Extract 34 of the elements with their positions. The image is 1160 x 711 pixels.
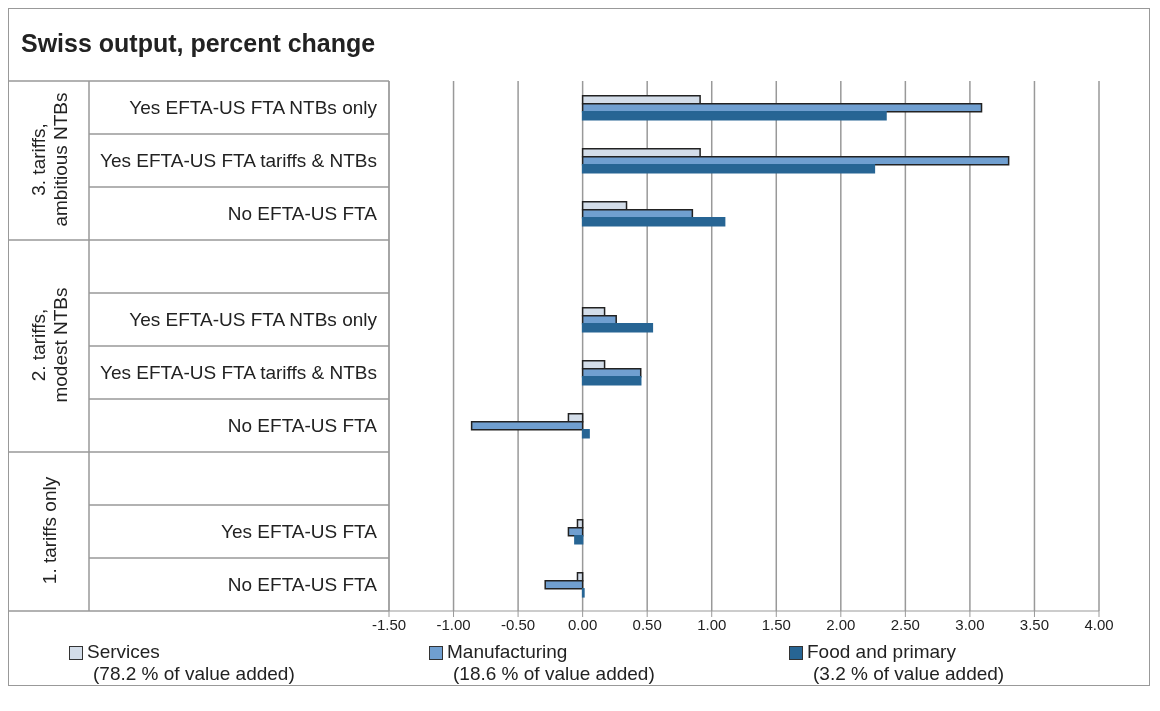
x-tick-label: -0.50 (500, 615, 536, 633)
bar (581, 217, 726, 227)
bar (581, 111, 887, 121)
x-tick-label: 0.00 (568, 615, 598, 633)
legend-label: Manufacturing (18.6 % of value added) (447, 641, 655, 685)
text: 3. tariffs, ambitious NTBs (28, 92, 71, 227)
y-tick-label: No EFTA-US FTA (227, 574, 378, 596)
chart-title: Swiss output, percent change (20, 28, 377, 59)
y-tick-label: Yes EFTA-US FTA tariffs & NTBs (100, 362, 377, 384)
text: 2. tariffs, modest NTBs (28, 287, 71, 403)
y-tick-label: Yes EFTA-US FTA NTBs only (129, 309, 378, 331)
text: 1. tariffs only (39, 476, 60, 585)
bar (581, 164, 876, 174)
x-tick-label: -1.50 (371, 615, 407, 633)
bar (581, 376, 642, 386)
x-tick-label: -1.00 (436, 615, 471, 633)
x-tick-label: 0.50 (632, 615, 662, 633)
bar (581, 323, 654, 333)
legend-label: Services (78.2 % of value added) (87, 641, 295, 685)
x-tick-label: 3.50 (1019, 615, 1050, 633)
bar (581, 429, 590, 439)
x-tick-label: 2.50 (890, 615, 920, 633)
x-tick-label: 1.00 (697, 615, 727, 633)
y-tick-label: No EFTA-US FTA (227, 415, 378, 437)
y-tick-label: Yes EFTA-US FTA NTBs only (129, 97, 378, 119)
y-tick-label: Yes EFTA-US FTA (221, 521, 378, 543)
x-tick-label: 4.00 (1084, 615, 1114, 633)
y-tick-label: No EFTA-US FTA (227, 203, 378, 225)
x-tick-label: 1.50 (761, 615, 791, 633)
x-tick-label: 3.00 (955, 615, 985, 633)
x-tick-label: 2.00 (826, 615, 856, 633)
y-tick-label: Yes EFTA-US FTA tariffs & NTBs (100, 150, 377, 172)
legend-label: Food and primary (3.2 % of value added) (807, 641, 1005, 685)
bar (574, 535, 584, 545)
